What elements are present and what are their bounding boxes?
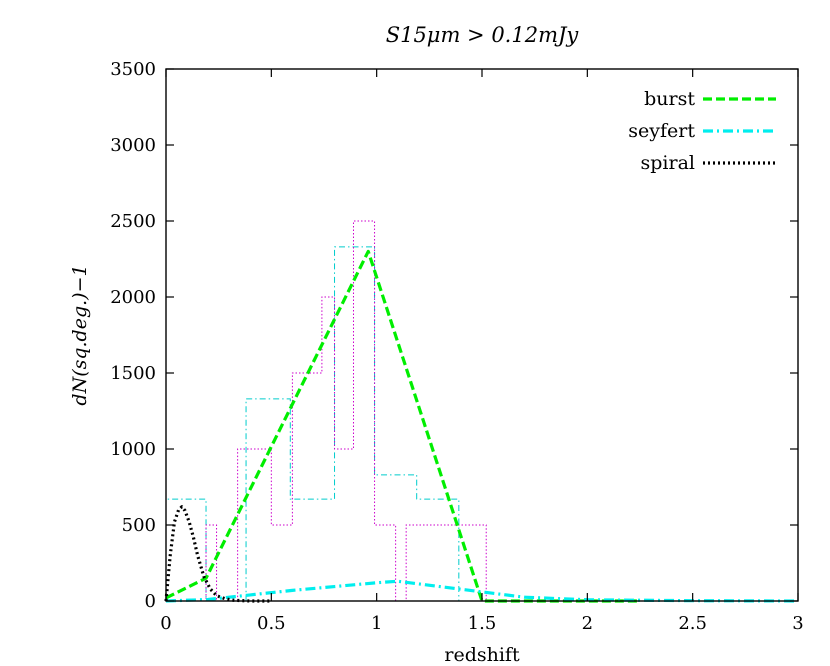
- y-tick-label: 1000: [110, 439, 156, 460]
- y-tick-label: 3000: [110, 135, 156, 156]
- histogram-layer: [165, 220, 529, 602]
- x-tick-label: 0: [160, 613, 171, 634]
- legend-label-burst: burst: [644, 88, 695, 110]
- x-tick-label: 2.5: [678, 613, 707, 634]
- plot-frame: [165, 68, 799, 602]
- x-tick-label: 1: [371, 613, 382, 634]
- x-axis: 0 0.5 1 1.5 2 2.5 3: [160, 69, 804, 634]
- x-tick-label: 2: [582, 613, 593, 634]
- y-tick-label: 500: [122, 515, 156, 536]
- chart-title: S15μm > 0.12mJy: [386, 23, 580, 47]
- histogram-1: [166, 220, 529, 602]
- histogram-0: [165, 246, 501, 602]
- x-tick-label: 0.5: [257, 613, 286, 634]
- y-tick-label: 3500: [110, 59, 156, 80]
- series-line-spiral: [164, 505, 272, 603]
- series-layer: [164, 249, 799, 603]
- y-axis: 0 500 1000 1500 2000 2500 3000 3500: [110, 59, 798, 612]
- y-tick-label: 2500: [110, 211, 156, 232]
- x-tick-label: 3: [792, 613, 803, 634]
- x-tick-label: 1.5: [468, 613, 497, 634]
- y-axis-label: dN(sq.deg.)−1: [69, 264, 91, 405]
- y-tick-label: 1500: [110, 363, 156, 384]
- legend: burst seyfert spiral: [628, 88, 776, 174]
- series-line-burst: [165, 249, 640, 603]
- x-axis-label: redshift: [444, 644, 520, 666]
- y-tick-label: 2000: [110, 287, 156, 308]
- legend-label-spiral: spiral: [641, 152, 695, 174]
- y-tick-label: 0: [145, 591, 156, 612]
- legend-label-seyfert: seyfert: [628, 120, 695, 142]
